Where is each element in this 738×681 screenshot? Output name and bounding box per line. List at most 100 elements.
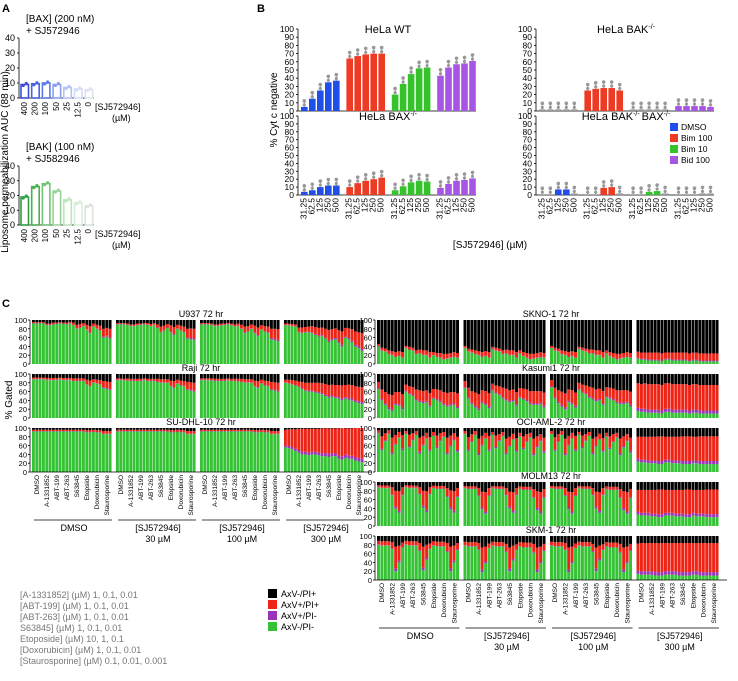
stacked-bar-segment (92, 429, 95, 432)
stacked-bar-segment (646, 352, 650, 360)
stacked-bar-segment (45, 431, 49, 472)
stacked-bar-segment (615, 486, 619, 490)
stacked-bar-segment (230, 320, 233, 324)
stacked-bar-segment (186, 338, 189, 364)
stacked-bar-segment (701, 572, 705, 576)
stacked-bar-segment (320, 374, 324, 384)
stacked-bar-segment (102, 337, 105, 364)
stacked-bar-segment (605, 387, 608, 396)
stacked-bar-segment (287, 323, 291, 325)
stacked-bar-segment (701, 428, 705, 437)
data-point (617, 82, 622, 87)
stacked-bar-segment (643, 512, 647, 516)
stacked-bar-segment (677, 460, 681, 464)
stacked-bar-segment (72, 325, 75, 364)
stacked-bar-segment (639, 428, 643, 437)
stacked-bar-segment (567, 428, 571, 436)
stacked-bar-segment (105, 335, 109, 337)
stacked-bar-segment (256, 327, 260, 335)
stacked-bar-segment (501, 374, 505, 388)
data-point (684, 98, 689, 102)
stacked-bar-segment (58, 374, 62, 378)
stacked-bar-segment (92, 379, 95, 383)
stacked-bar-segment (206, 378, 210, 380)
data-point (46, 181, 50, 185)
stacked-bar-segment (677, 536, 681, 544)
stacked-bar-segment (463, 374, 467, 382)
stacked-bar-segment (550, 536, 553, 542)
drug-label: Etopside (431, 583, 438, 609)
stacked-bar-segment (297, 320, 301, 328)
stacked-bar-segment (698, 536, 702, 544)
stacked-bar-segment (401, 450, 405, 472)
stacked-bar-segment (532, 428, 536, 439)
stacked-bar-segment (712, 489, 716, 515)
stacked-bar-segment (200, 380, 203, 418)
stacked-bar-segment (179, 374, 183, 381)
stacked-bar-segment (660, 385, 664, 411)
stacked-bar-segment (397, 405, 401, 418)
stacked-bar-segment (55, 429, 59, 432)
stacked-bar-segment (577, 482, 581, 486)
stacked-bar-segment (78, 381, 82, 418)
stacked-bar-segment (611, 353, 615, 358)
bar (707, 106, 714, 111)
stacked-bar-segment (715, 461, 719, 465)
stacked-bar-segment (480, 428, 484, 436)
y-tick-label: 20 (364, 405, 372, 414)
stacked-bar-segment (508, 400, 512, 403)
stacked-bar-segment (52, 377, 55, 380)
stacked-bar-segment (445, 320, 449, 354)
stacked-bar-segment (82, 374, 85, 379)
stacked-bar-segment (246, 382, 250, 418)
stacked-bar-segment (270, 428, 273, 432)
stacked-bar-segment (176, 428, 179, 430)
stacked-bar-segment (216, 374, 220, 379)
stacked-bar-segment (337, 330, 341, 342)
data-point (334, 77, 338, 81)
stacked-bar-segment (705, 514, 709, 518)
stacked-bar-segment (129, 374, 133, 379)
stacked-bar-segment (622, 446, 626, 448)
stacked-bar-segment (664, 512, 667, 516)
stacked-bar-segment (508, 350, 512, 355)
data-point (684, 190, 689, 194)
stacked-bar-segment (418, 451, 422, 454)
drug-label: S63845 (74, 475, 81, 498)
stacked-bar-segment (344, 385, 347, 398)
y-tick-label: 70 (523, 135, 533, 145)
stacked-bar-segment (213, 378, 217, 381)
stacked-bar-segment (203, 374, 207, 379)
data-point (540, 186, 545, 191)
stacked-bar-segment (98, 374, 102, 381)
stacked-bar-segment (674, 513, 678, 517)
stacked-bar-segment (542, 482, 546, 490)
stacked-bar-segment (574, 405, 578, 408)
stacked-bar-segment (383, 403, 387, 405)
stacked-bar-segment (169, 386, 173, 418)
stacked-bar-segment (317, 428, 321, 429)
stacked-bar-segment (701, 374, 705, 385)
data-point (462, 176, 467, 180)
data-point (53, 190, 57, 194)
stacked-bar-segment (78, 320, 82, 324)
stacked-bar-segment (421, 355, 425, 364)
data-point (676, 186, 681, 191)
stacked-bar-segment (397, 392, 401, 405)
stacked-bar-segment (560, 350, 564, 354)
stacked-bar-segment (497, 351, 501, 364)
stacked-bar-segment (681, 482, 685, 490)
bar (20, 83, 30, 99)
bar (563, 189, 570, 195)
drug-label: S63845 (158, 475, 165, 498)
stacked-bar-segment (466, 536, 470, 543)
y-tick-label: 40 (19, 450, 27, 459)
data-point (692, 98, 697, 102)
data-point (380, 50, 384, 54)
stacked-bar-segment (608, 489, 612, 526)
stacked-bar-segment (535, 357, 539, 364)
stacked-bar-segment (445, 392, 449, 406)
data-point (334, 177, 339, 182)
x-tick-label: 62.5 (544, 198, 554, 215)
stacked-bar-segment (176, 383, 179, 418)
